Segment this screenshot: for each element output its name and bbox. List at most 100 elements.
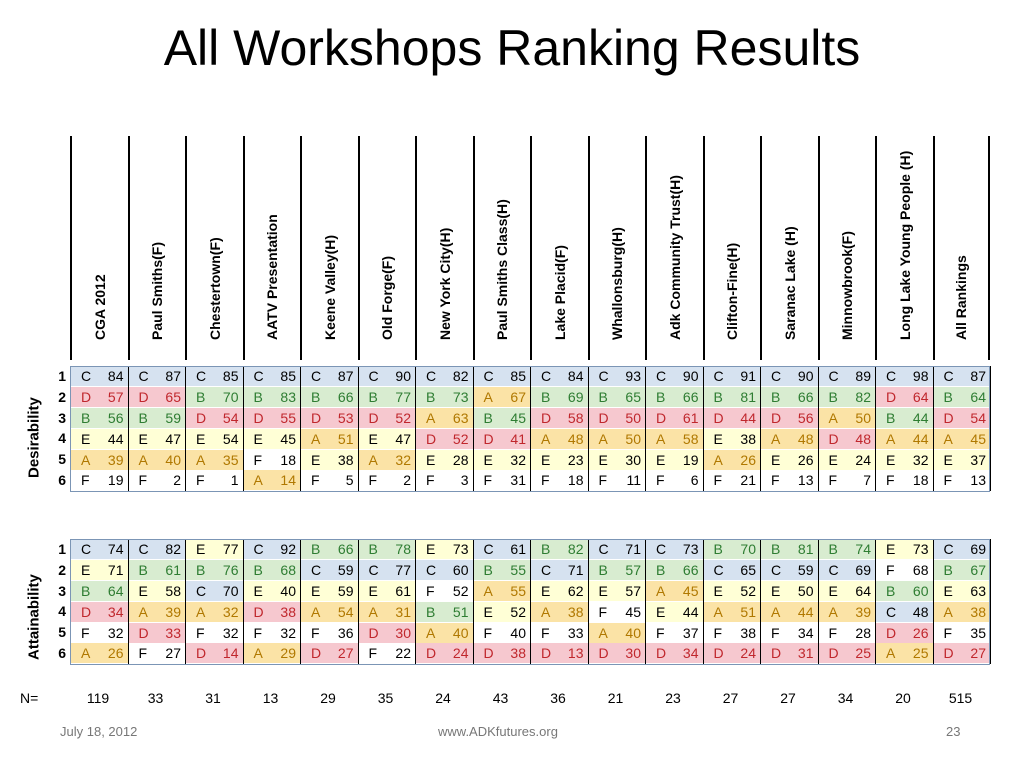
rank-count: 65 xyxy=(740,562,756,579)
table-cell: B 76 xyxy=(186,560,243,581)
table-cell: A 25 xyxy=(876,643,933,664)
grade-letter: A xyxy=(368,451,378,468)
table-cell: A 44 xyxy=(876,428,933,449)
table-cell: C 69 xyxy=(818,560,875,581)
grade-letter: E xyxy=(656,451,666,468)
table-cell: C 90 xyxy=(761,366,818,387)
grade-letter: A xyxy=(828,410,838,426)
grade-letter: D xyxy=(311,645,322,662)
table-cell: D 24 xyxy=(703,643,760,664)
grade-letter: F xyxy=(311,472,320,489)
grade-letter: D xyxy=(828,645,839,662)
rank-count: 37 xyxy=(682,624,699,641)
column-divider xyxy=(702,539,704,664)
grade-letter: E xyxy=(368,430,378,447)
rank-count: 7 xyxy=(863,472,871,489)
table-cell: B 83 xyxy=(243,387,300,408)
rank-count: 82 xyxy=(165,541,181,558)
desirability-label: Desirability xyxy=(25,397,43,478)
grade-letter: F xyxy=(253,624,263,641)
table-cell: D 33 xyxy=(128,622,185,643)
grade-letter: E xyxy=(771,451,781,468)
rank-count: 85 xyxy=(222,368,239,385)
grade-letter: F xyxy=(196,472,205,489)
rank-count: 47 xyxy=(165,430,181,447)
table-cell: F 18 xyxy=(243,449,300,470)
grade-letter: F xyxy=(598,603,608,620)
column-divider xyxy=(242,366,244,491)
rank-count: 66 xyxy=(797,389,814,406)
table-cell: F 28 xyxy=(818,622,875,643)
table-cell: D 14 xyxy=(186,643,243,664)
rank-count: 11 xyxy=(626,472,641,489)
rank-count: 25 xyxy=(912,645,929,662)
table-cell: C 87 xyxy=(301,366,358,387)
table-cell: F 32 xyxy=(71,622,128,643)
table-cell: C 74 xyxy=(71,539,128,560)
grade-letter: B xyxy=(886,583,896,599)
grade-letter: E xyxy=(138,583,148,599)
table-cell: D 56 xyxy=(761,408,818,428)
table-cell: E 47 xyxy=(358,428,415,449)
rank-count: 61 xyxy=(165,562,181,579)
rank-number: 6 xyxy=(58,645,66,661)
table-cell: B 66 xyxy=(646,560,703,581)
grade-letter: B xyxy=(656,389,666,406)
grade-letter: B xyxy=(828,541,838,558)
table-cell: E 24 xyxy=(818,449,875,470)
table-cell: E 32 xyxy=(473,449,530,470)
column-divider xyxy=(875,366,876,491)
rank-count: 98 xyxy=(912,368,929,385)
column-header: New York City(H) xyxy=(415,136,473,360)
grade-letter: B xyxy=(598,562,608,579)
rank-count: 51 xyxy=(452,603,469,620)
rank-count: 66 xyxy=(337,389,354,406)
table-cell: D 27 xyxy=(933,643,990,664)
table-cell: D 64 xyxy=(876,387,933,408)
rank-count: 87 xyxy=(970,368,986,385)
column-header: Whallonsburg(H) xyxy=(587,136,646,360)
grade-letter: F xyxy=(828,624,838,641)
table-cell: C 85 xyxy=(186,366,243,387)
table-cell: C 48 xyxy=(876,601,933,622)
grade-letter: D xyxy=(886,389,897,406)
rank-count: 31 xyxy=(797,645,814,662)
table-cell: D 34 xyxy=(646,643,703,664)
rank-count: 91 xyxy=(740,368,756,385)
rank-count: 69 xyxy=(970,541,986,558)
rank-count: 38 xyxy=(337,451,354,468)
rank-count: 71 xyxy=(625,541,641,558)
table-cell: E 44 xyxy=(71,428,128,449)
rank-count: 55 xyxy=(280,410,296,426)
grade-letter: A xyxy=(713,451,723,468)
rank-count: 85 xyxy=(510,368,526,385)
table-cell: C 71 xyxy=(531,560,588,581)
grade-letter: C xyxy=(886,603,897,620)
footer-site: www.ADKfutures.org xyxy=(438,724,558,739)
rank-count: 63 xyxy=(452,410,469,426)
grade-letter: B xyxy=(943,562,953,579)
table-cell: F 45 xyxy=(588,601,645,622)
rank-count: 31 xyxy=(510,472,526,489)
table-cell: A 29 xyxy=(243,643,300,664)
grade-letter: B xyxy=(426,389,436,406)
grade-letter: B xyxy=(368,541,378,558)
rank-count: 34 xyxy=(682,645,699,662)
grade-letter: A xyxy=(828,603,838,620)
grade-letter: E xyxy=(81,430,91,447)
rank-count: 50 xyxy=(625,430,641,447)
grade-letter: A xyxy=(483,583,493,599)
grade-letter: B xyxy=(886,410,896,426)
table-cell: B 56 xyxy=(71,408,128,428)
table-cell: E 64 xyxy=(818,581,875,601)
respondent-count: 43 xyxy=(492,690,509,706)
rank-count: 90 xyxy=(797,368,814,385)
rank-count: 70 xyxy=(222,583,239,599)
table-cell: E 19 xyxy=(646,449,703,470)
table-cell: E 59 xyxy=(301,581,358,601)
table-cell: A 44 xyxy=(761,601,818,622)
column-header: Paul Smiths(F) xyxy=(127,136,186,360)
grade-letter: D xyxy=(656,645,667,662)
